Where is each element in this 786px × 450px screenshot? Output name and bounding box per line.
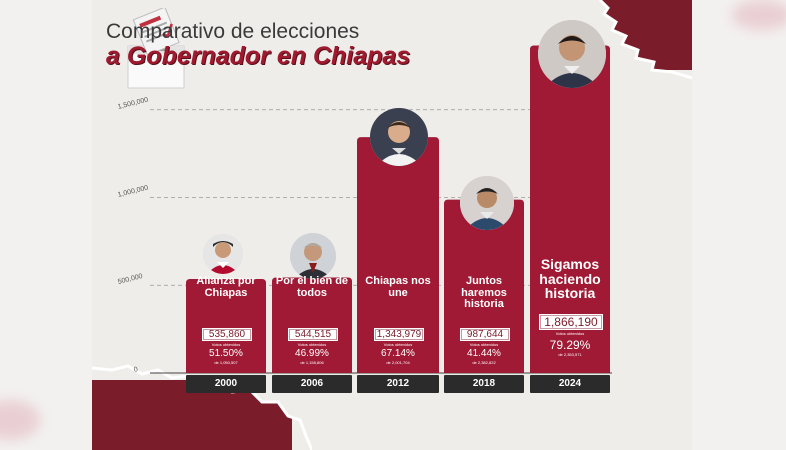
coalition-label: Chiapas nos une — [365, 275, 431, 299]
bar-2000 — [186, 278, 266, 373]
bar-2006 — [272, 277, 352, 373]
candidate-2012-avatar — [370, 108, 428, 166]
votes-caption: Votos obtenidos — [211, 342, 241, 347]
bar-2012 — [357, 137, 439, 373]
votes-value: 1,343,979 — [374, 328, 424, 341]
votes-caption: Votos obtenidos — [469, 342, 499, 347]
chart-title-line2: a Gobernador en Chiapas — [106, 42, 411, 70]
total-votes: de 1,050,507 — [214, 360, 238, 365]
year-label: 2024 — [530, 375, 610, 393]
percent-value: 51.50% — [209, 348, 243, 359]
year-label: 2000 — [186, 375, 266, 393]
percent-value: 79.29% — [549, 338, 591, 352]
year-label: 2006 — [272, 375, 352, 393]
ballot-box-icon — [127, 8, 185, 89]
percent-value: 46.99% — [295, 348, 329, 359]
votes-caption: Votos obtenidos — [383, 342, 413, 347]
year-label: 2012 — [357, 375, 439, 393]
coalition-label: Por el bien de todos — [275, 275, 349, 299]
votes-value: 1,866,190 — [539, 314, 603, 330]
bar-2024 — [530, 45, 610, 374]
candidate-2000-avatar — [203, 234, 243, 274]
coalition-label: Alianza por Chiapas — [196, 275, 256, 299]
votes-caption: Votos obtenidos — [297, 342, 327, 347]
total-votes: de 2,001,704 — [386, 360, 410, 365]
right-background — [692, 0, 786, 450]
total-votes: de 2,382,822 — [472, 360, 496, 365]
candidate-2024-avatar — [538, 20, 606, 88]
votes-value: 535,860 — [202, 328, 252, 341]
coalition-label: Sigamos haciendo historia — [539, 256, 601, 302]
total-votes: de 2,353,571 — [558, 352, 582, 357]
year-label: 2018 — [444, 375, 524, 393]
candidate-2006-avatar — [290, 233, 336, 279]
left-background — [0, 0, 92, 450]
chart-title-line1: Comparativo de elecciones — [106, 20, 360, 43]
coalition-label: Juntos haremos historia — [461, 275, 507, 311]
votes-caption: Votos obtenidos — [555, 331, 585, 336]
total-votes: de 1,158,806 — [300, 360, 324, 365]
votes-value: 987,644 — [460, 328, 510, 341]
candidate-2018-avatar — [460, 176, 514, 230]
percent-value: 67.14% — [381, 348, 415, 359]
background-blot — [732, 0, 786, 30]
votes-value: 544,515 — [288, 328, 338, 341]
percent-value: 41.44% — [467, 348, 501, 359]
